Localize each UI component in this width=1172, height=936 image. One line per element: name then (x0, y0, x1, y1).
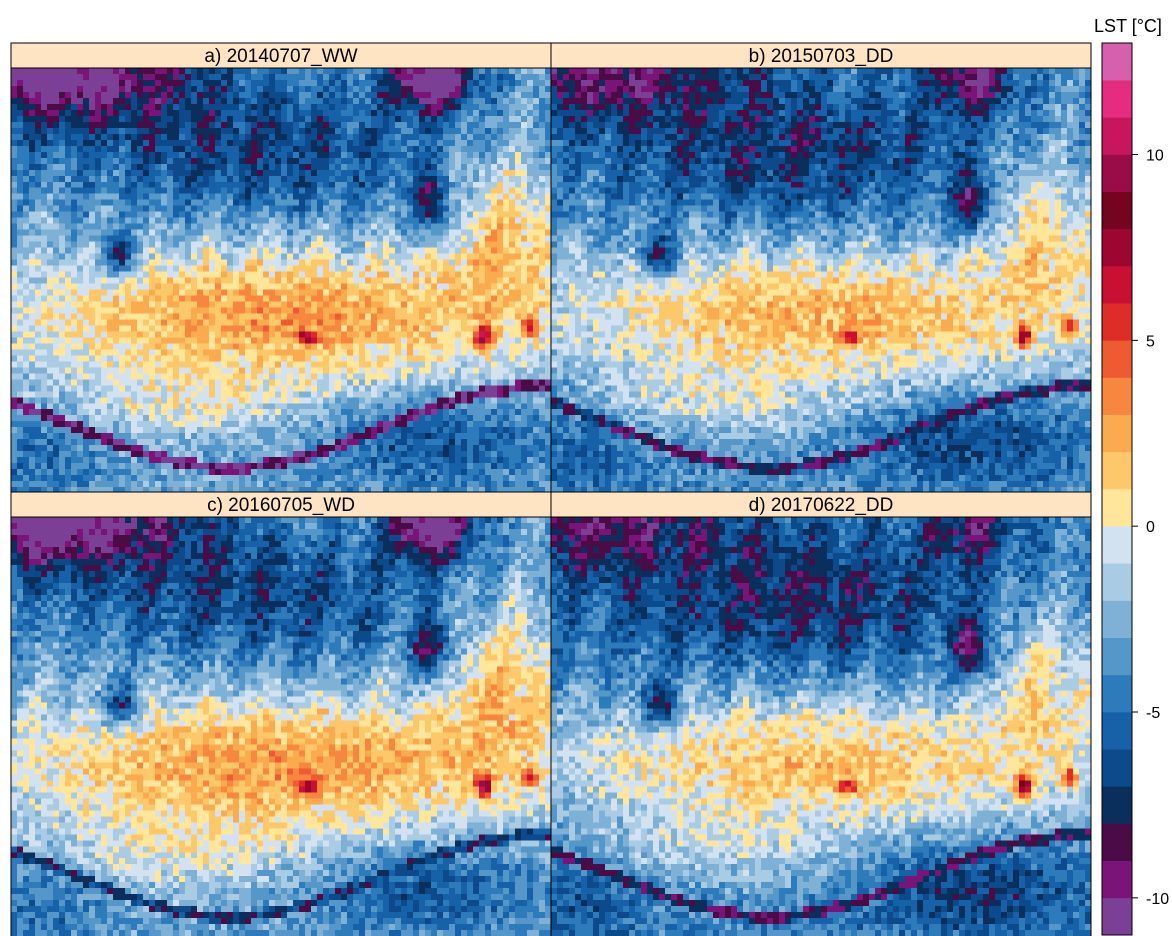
colorbar-bin (1102, 451, 1132, 490)
colorbar-bin (1102, 786, 1132, 824)
colorbar-bin (1102, 600, 1132, 638)
colorbar-bin (1102, 526, 1132, 564)
panel-title: b) 20150703_DD (749, 46, 894, 67)
colorbar-title: LST [°C] (1094, 16, 1162, 36)
panel-strip (10, 491, 552, 518)
lst-raster (11, 68, 552, 518)
colorbar-bin (1102, 414, 1132, 453)
panel-title: d) 20170622_DD (749, 495, 894, 516)
panel-strip (550, 491, 1092, 518)
colorbar-bin (1102, 191, 1132, 230)
colorbar-bin (1102, 303, 1132, 341)
panel-grid: a) 20140707_WW b) 20150703_DD c) 20160705_… (10, 42, 1092, 936)
colorbar-bin (1102, 674, 1132, 713)
colorbar-border (1101, 42, 1133, 936)
colorbar-bin (1102, 489, 1132, 527)
colorbar-bin (1102, 860, 1132, 899)
colorbar-tick-label: -5 (1146, 705, 1160, 722)
colorbar-ticks: 10 5 0 -5 -10 (1132, 148, 1169, 908)
panel-b: b) 20150703_DD (550, 42, 1092, 518)
colorbar-tick-label: 0 (1146, 519, 1155, 536)
panel-c: c) 20160705_WD (10, 491, 552, 936)
colorbar-bin (1102, 43, 1132, 81)
colorbar-bin (1102, 563, 1132, 601)
colorbar-bin (1102, 637, 1132, 676)
colorbar: LST [°C] 10 5 0 -5 -10 (1094, 16, 1169, 936)
panel-strip (550, 42, 1092, 69)
panel-strip (10, 42, 552, 69)
colorbar-bins (1101, 42, 1133, 936)
colorbar-bin (1102, 266, 1132, 304)
lst-raster (551, 517, 1092, 936)
colorbar-bin (1102, 897, 1132, 936)
colorbar-bin (1102, 712, 1132, 750)
colorbar-bin (1102, 749, 1132, 787)
colorbar-tick-label: 10 (1146, 148, 1164, 165)
lst-raster (551, 68, 1092, 518)
colorbar-bin (1102, 340, 1132, 378)
panel-a: a) 20140707_WW (10, 42, 552, 518)
panel-d: d) 20170622_DD (550, 491, 1092, 936)
panel-border (550, 516, 1092, 936)
colorbar-bin (1102, 80, 1132, 118)
lst-raster (11, 517, 552, 936)
colorbar-bin (1102, 154, 1132, 192)
colorbar-bin (1102, 377, 1132, 415)
panel-title: a) 20140707_WW (204, 46, 357, 67)
colorbar-bin (1102, 228, 1132, 267)
colorbar-bin (1102, 823, 1132, 861)
panel-title: c) 20160705_WD (207, 495, 355, 516)
colorbar-tick-label: 5 (1146, 333, 1155, 350)
colorbar-bin (1102, 117, 1132, 155)
colorbar-tick-label: -10 (1146, 891, 1169, 908)
